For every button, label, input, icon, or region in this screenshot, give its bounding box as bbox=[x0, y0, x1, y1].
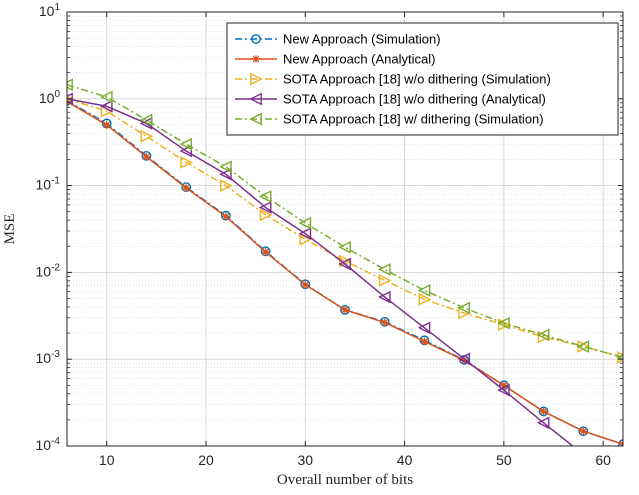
legend-item: New Approach (Simulation) bbox=[235, 32, 441, 47]
y-axis-title: MSE bbox=[2, 214, 18, 245]
data-point bbox=[140, 129, 154, 143]
legend-marker bbox=[250, 72, 263, 86]
data-point bbox=[182, 184, 190, 192]
data-point bbox=[179, 144, 193, 158]
data-point bbox=[378, 274, 392, 287]
data-point bbox=[417, 284, 431, 297]
data-point bbox=[536, 328, 550, 342]
data-point bbox=[497, 318, 511, 331]
data-point bbox=[298, 216, 312, 230]
data-point bbox=[578, 426, 589, 437]
series-5 bbox=[67, 78, 623, 361]
data-point bbox=[219, 167, 232, 181]
data-point bbox=[222, 212, 230, 221]
x-tick-label: 10 bbox=[99, 452, 115, 468]
data-point bbox=[417, 321, 431, 335]
legend-marker bbox=[252, 55, 260, 63]
data-point bbox=[258, 190, 272, 203]
legend-marker bbox=[249, 112, 262, 126]
data-point bbox=[497, 316, 510, 330]
data-point bbox=[340, 304, 350, 315]
data-point bbox=[500, 381, 508, 390]
data-point bbox=[497, 383, 510, 397]
y-tick-label: 10-4 bbox=[36, 436, 61, 453]
data-point bbox=[102, 121, 111, 129]
axis-ticks: 10 20 30 40 50 60 10-4 10-3 10-2 10-1 100 101 bbox=[36, 2, 623, 468]
data-point bbox=[457, 301, 471, 315]
data-point bbox=[67, 92, 73, 106]
data-point bbox=[420, 337, 429, 346]
x-axis-title: Overall number of bits bbox=[277, 472, 413, 488]
data-point bbox=[261, 248, 270, 256]
legend-label: SOTA Approach [18] w/ dithering (Simulat… bbox=[283, 112, 544, 127]
data-point bbox=[377, 263, 391, 276]
data-point bbox=[99, 99, 113, 113]
legend-item: New Approach (Analytical) bbox=[235, 52, 435, 67]
data-point bbox=[341, 306, 349, 314]
y-tick-label: 10-2 bbox=[36, 262, 61, 279]
data-point bbox=[536, 416, 550, 430]
series-4 bbox=[67, 92, 628, 490]
plot-frame bbox=[66, 11, 624, 447]
data-point bbox=[579, 427, 588, 436]
data-point bbox=[67, 78, 73, 92]
legend-marker bbox=[251, 34, 261, 44]
legend-label: SOTA Approach [18] w/o dithering (Simula… bbox=[283, 72, 551, 87]
x-tick-label: 50 bbox=[496, 452, 512, 468]
series-line bbox=[67, 84, 623, 359]
y-tick-label: 101 bbox=[39, 2, 61, 19]
data-point bbox=[338, 240, 351, 254]
y-tick-label: 100 bbox=[39, 89, 61, 106]
y-tick-label: 10-1 bbox=[36, 176, 61, 193]
data-point bbox=[457, 352, 471, 366]
x-tick-label: 30 bbox=[297, 452, 313, 468]
data-point bbox=[301, 280, 310, 289]
x-tick-label: 40 bbox=[397, 452, 413, 468]
y-tick-label: 10-3 bbox=[36, 349, 61, 366]
x-tick-label: 60 bbox=[595, 452, 611, 468]
legend-item: SOTA Approach [18] w/o dithering (Simula… bbox=[235, 72, 551, 87]
data-point bbox=[99, 90, 113, 104]
x-tick-label: 20 bbox=[198, 452, 214, 468]
legend-marker bbox=[249, 92, 262, 106]
series-group bbox=[67, 78, 628, 490]
data-point bbox=[539, 407, 548, 416]
data-point bbox=[576, 340, 590, 353]
data-point bbox=[380, 318, 389, 327]
data-point bbox=[538, 406, 549, 417]
legend-label: SOTA Approach [18] w/o dithering (Analyt… bbox=[283, 92, 546, 107]
data-point bbox=[377, 290, 391, 304]
data-point bbox=[142, 152, 151, 161]
series-line bbox=[67, 98, 574, 446]
legend-item: SOTA Approach [18] w/ dithering (Simulat… bbox=[235, 112, 544, 127]
data-point bbox=[418, 292, 432, 306]
legend-label: New Approach (Analytical) bbox=[283, 52, 435, 67]
data-point bbox=[219, 160, 232, 174]
data-point bbox=[180, 156, 193, 169]
series-2 bbox=[67, 97, 623, 446]
legend-item: SOTA Approach [18] w/o dithering (Analyt… bbox=[235, 92, 546, 107]
data-point bbox=[219, 179, 233, 192]
legend: New Approach (Simulation) New Approach (A… bbox=[226, 22, 619, 136]
data-point bbox=[338, 257, 351, 271]
legend-label: New Approach (Simulation) bbox=[283, 32, 441, 47]
data-point bbox=[259, 208, 273, 222]
data-point bbox=[139, 113, 153, 127]
legend-box bbox=[226, 22, 619, 136]
data-point bbox=[258, 201, 272, 214]
data-point bbox=[298, 227, 312, 240]
data-point bbox=[179, 137, 193, 151]
data-point bbox=[618, 480, 628, 490]
data-point bbox=[578, 449, 588, 459]
data-point bbox=[460, 356, 468, 365]
